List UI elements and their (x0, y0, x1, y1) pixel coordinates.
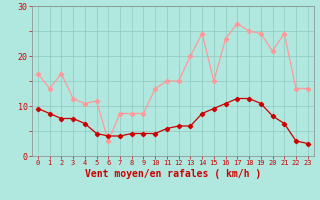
X-axis label: Vent moyen/en rafales ( km/h ): Vent moyen/en rafales ( km/h ) (85, 169, 261, 179)
